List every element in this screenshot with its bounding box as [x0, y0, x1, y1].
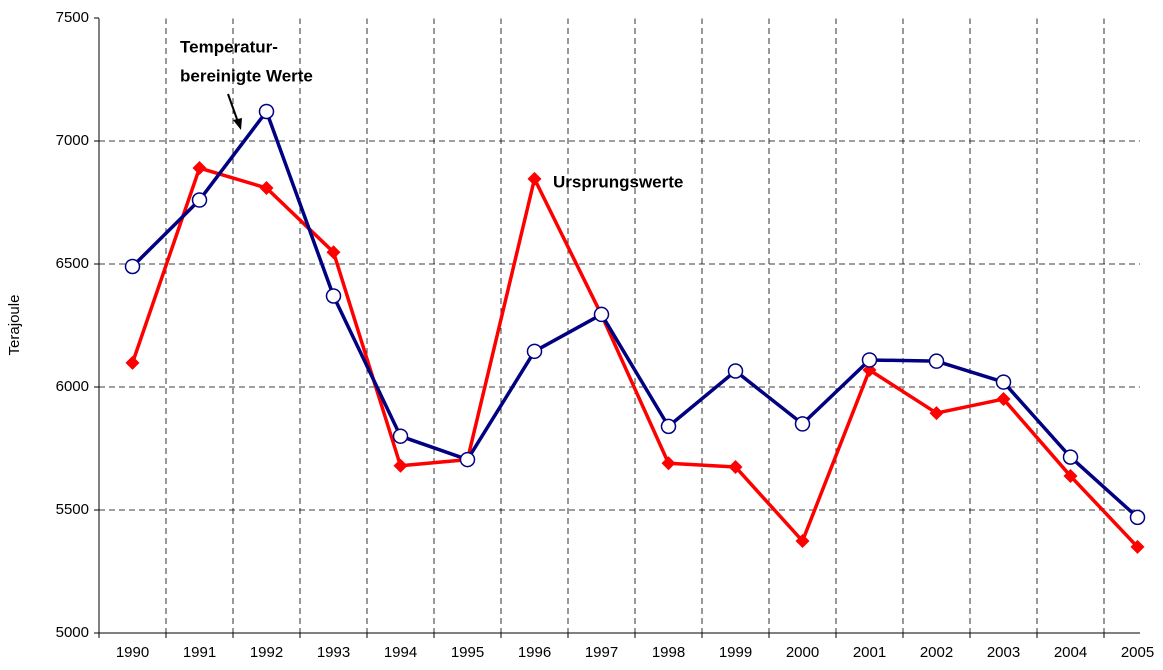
marker: [527, 171, 542, 186]
marker: [1063, 469, 1078, 484]
x-tick-label: 1996: [518, 644, 551, 661]
marker: [660, 418, 677, 435]
x-tick-label: 2002: [920, 644, 953, 661]
marker: [459, 451, 476, 468]
x-tick-label: 1991: [183, 644, 216, 661]
annotation: Temperatur-: [180, 37, 278, 56]
y-tick-label: 7000: [56, 132, 89, 149]
marker: [661, 456, 676, 471]
x-tick-label: 1993: [317, 644, 350, 661]
marker: [1062, 449, 1079, 465]
x-tick-label: 2001: [853, 644, 886, 661]
marker: [794, 416, 811, 432]
x-tick-label: 1998: [652, 644, 685, 661]
marker: [259, 180, 274, 195]
x-tick-label: 1999: [719, 644, 752, 661]
marker: [125, 355, 140, 370]
marker: [727, 363, 744, 379]
x-tick-label: 1992: [250, 644, 283, 661]
x-tick-label: 1990: [116, 644, 149, 661]
marker: [1129, 509, 1146, 526]
x-tick-label: 2005: [1121, 644, 1154, 661]
annotation-arrow: [227, 93, 242, 130]
annotation: Ursprungswerte: [553, 172, 683, 191]
marker: [258, 103, 275, 120]
marker: [325, 288, 342, 304]
marker: [928, 353, 945, 369]
marker: [192, 161, 207, 176]
marker: [326, 245, 341, 260]
x-tick-label: 1997: [585, 644, 618, 661]
marker: [929, 406, 944, 421]
y-tick-label: 5500: [56, 501, 89, 518]
marker: [1130, 539, 1145, 554]
marker: [124, 258, 141, 275]
annotation: bereinigte Werte: [180, 66, 313, 85]
x-tick-label: 1994: [384, 644, 417, 661]
y-tick-label: 5000: [56, 624, 89, 641]
marker: [526, 343, 543, 360]
series-line: [131, 109, 1139, 519]
marker: [593, 306, 610, 323]
y-tick-label: 6000: [56, 378, 89, 395]
marker: [996, 392, 1011, 407]
marker: [995, 374, 1012, 390]
x-tick-label: 1995: [451, 644, 484, 661]
x-tick-label: 2004: [1054, 644, 1087, 661]
x-tick-label: 2000: [786, 644, 819, 661]
marker: [795, 533, 810, 548]
marker: [191, 192, 208, 208]
marker: [861, 352, 878, 368]
series-line: [130, 166, 1139, 549]
x-tick-label: 2003: [987, 644, 1020, 661]
y-tick-label: 7500: [56, 9, 89, 26]
marker: [728, 459, 743, 474]
y-axis-label: Terajoule: [6, 295, 23, 356]
marker: [392, 428, 409, 444]
y-tick-label: 6500: [56, 255, 89, 272]
marker: [393, 458, 408, 473]
